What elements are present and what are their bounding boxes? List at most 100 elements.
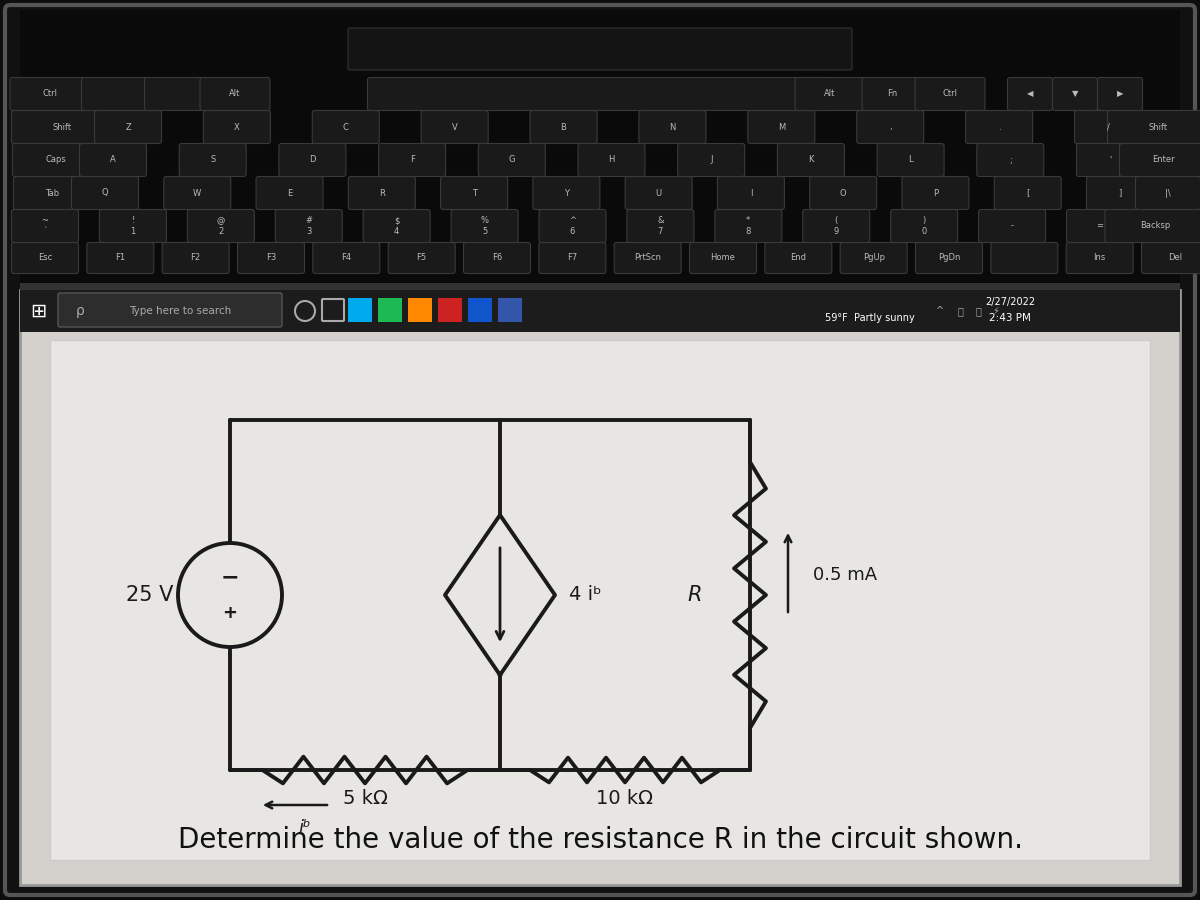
Text: F6: F6 [492, 254, 502, 263]
Text: Home: Home [710, 254, 736, 263]
FancyBboxPatch shape [718, 176, 785, 210]
Text: A: A [110, 156, 116, 165]
FancyBboxPatch shape [1098, 77, 1142, 111]
Text: C: C [343, 122, 349, 131]
FancyBboxPatch shape [857, 111, 924, 143]
Text: ;: ; [1009, 156, 1012, 165]
FancyBboxPatch shape [79, 143, 146, 176]
Text: .: . [997, 122, 1001, 131]
FancyBboxPatch shape [12, 210, 78, 242]
FancyBboxPatch shape [463, 242, 530, 274]
FancyBboxPatch shape [1074, 111, 1141, 143]
Text: ,: , [889, 122, 892, 131]
FancyBboxPatch shape [1076, 143, 1144, 176]
FancyBboxPatch shape [715, 210, 782, 242]
Text: T: T [472, 188, 476, 197]
FancyBboxPatch shape [203, 111, 270, 143]
FancyBboxPatch shape [1108, 111, 1200, 143]
FancyBboxPatch shape [72, 176, 138, 210]
Text: -: - [1010, 221, 1014, 230]
Text: ~
`: ~ ` [42, 216, 48, 236]
Text: Fn: Fn [887, 89, 898, 98]
FancyBboxPatch shape [626, 210, 694, 242]
FancyBboxPatch shape [1067, 210, 1134, 242]
Text: ⊞: ⊞ [30, 302, 46, 320]
Text: K: K [808, 156, 814, 165]
Text: PgDn: PgDn [938, 254, 960, 263]
FancyBboxPatch shape [58, 293, 282, 327]
Text: S: S [210, 156, 215, 165]
FancyBboxPatch shape [810, 176, 877, 210]
Text: iᵇ: iᵇ [299, 819, 311, 837]
Text: 10 kΩ: 10 kΩ [596, 789, 654, 808]
Text: /: / [1106, 122, 1110, 131]
Text: 2:43 PM: 2:43 PM [989, 313, 1031, 323]
FancyBboxPatch shape [12, 111, 113, 143]
FancyBboxPatch shape [614, 242, 682, 274]
FancyBboxPatch shape [1120, 143, 1200, 176]
FancyBboxPatch shape [95, 111, 162, 143]
Circle shape [178, 543, 282, 647]
Text: &
7: & 7 [658, 216, 664, 236]
FancyBboxPatch shape [803, 210, 870, 242]
Text: =: = [1097, 221, 1104, 230]
Text: G: G [509, 156, 515, 165]
FancyBboxPatch shape [13, 176, 90, 210]
FancyBboxPatch shape [778, 143, 845, 176]
FancyBboxPatch shape [977, 143, 1044, 176]
FancyBboxPatch shape [144, 77, 211, 111]
FancyBboxPatch shape [1052, 77, 1098, 111]
Text: O: O [840, 188, 846, 197]
Text: P: P [932, 188, 938, 197]
FancyBboxPatch shape [862, 77, 922, 111]
Text: ▶: ▶ [1117, 89, 1123, 98]
Text: ▼: ▼ [1072, 89, 1079, 98]
FancyBboxPatch shape [275, 210, 342, 242]
FancyBboxPatch shape [530, 111, 598, 143]
FancyBboxPatch shape [479, 143, 545, 176]
Text: Alt: Alt [229, 89, 241, 98]
Text: )
0: ) 0 [922, 216, 926, 236]
FancyBboxPatch shape [966, 111, 1033, 143]
Bar [50, 340, 1150, 860]
FancyBboxPatch shape [1105, 210, 1200, 242]
Polygon shape [445, 515, 554, 675]
Text: Caps: Caps [46, 156, 66, 165]
Bar [20, 290, 1180, 332]
FancyBboxPatch shape [187, 210, 254, 242]
Text: Alt: Alt [824, 89, 835, 98]
FancyBboxPatch shape [1141, 242, 1200, 274]
FancyBboxPatch shape [539, 242, 606, 274]
Text: F5: F5 [416, 254, 427, 263]
Text: M: M [778, 122, 785, 131]
Text: [: [ [1026, 188, 1030, 197]
Text: V: V [451, 122, 457, 131]
Bar [498, 298, 522, 322]
Text: ^: ^ [936, 306, 944, 316]
Text: Shift: Shift [1148, 122, 1168, 131]
Bar [20, 290, 1180, 885]
Text: D: D [310, 156, 316, 165]
Text: R: R [688, 585, 702, 605]
Text: 2/27/2022: 2/27/2022 [985, 297, 1036, 307]
FancyBboxPatch shape [367, 77, 833, 111]
FancyBboxPatch shape [978, 210, 1045, 242]
Text: N: N [670, 122, 676, 131]
Text: 25 V: 25 V [126, 585, 174, 605]
Text: F: F [409, 156, 414, 165]
FancyBboxPatch shape [625, 176, 692, 210]
Text: F7: F7 [568, 254, 577, 263]
Text: !
1: ! 1 [131, 216, 136, 236]
FancyBboxPatch shape [312, 111, 379, 143]
FancyBboxPatch shape [179, 143, 246, 176]
Text: Ins: Ins [1093, 254, 1105, 263]
Text: −: − [221, 567, 239, 587]
FancyBboxPatch shape [678, 143, 745, 176]
FancyBboxPatch shape [1135, 176, 1200, 210]
FancyBboxPatch shape [379, 143, 445, 176]
FancyBboxPatch shape [364, 210, 430, 242]
Text: $
4: $ 4 [394, 216, 400, 236]
Bar [408, 298, 432, 322]
Text: Y: Y [564, 188, 569, 197]
FancyBboxPatch shape [991, 242, 1058, 274]
